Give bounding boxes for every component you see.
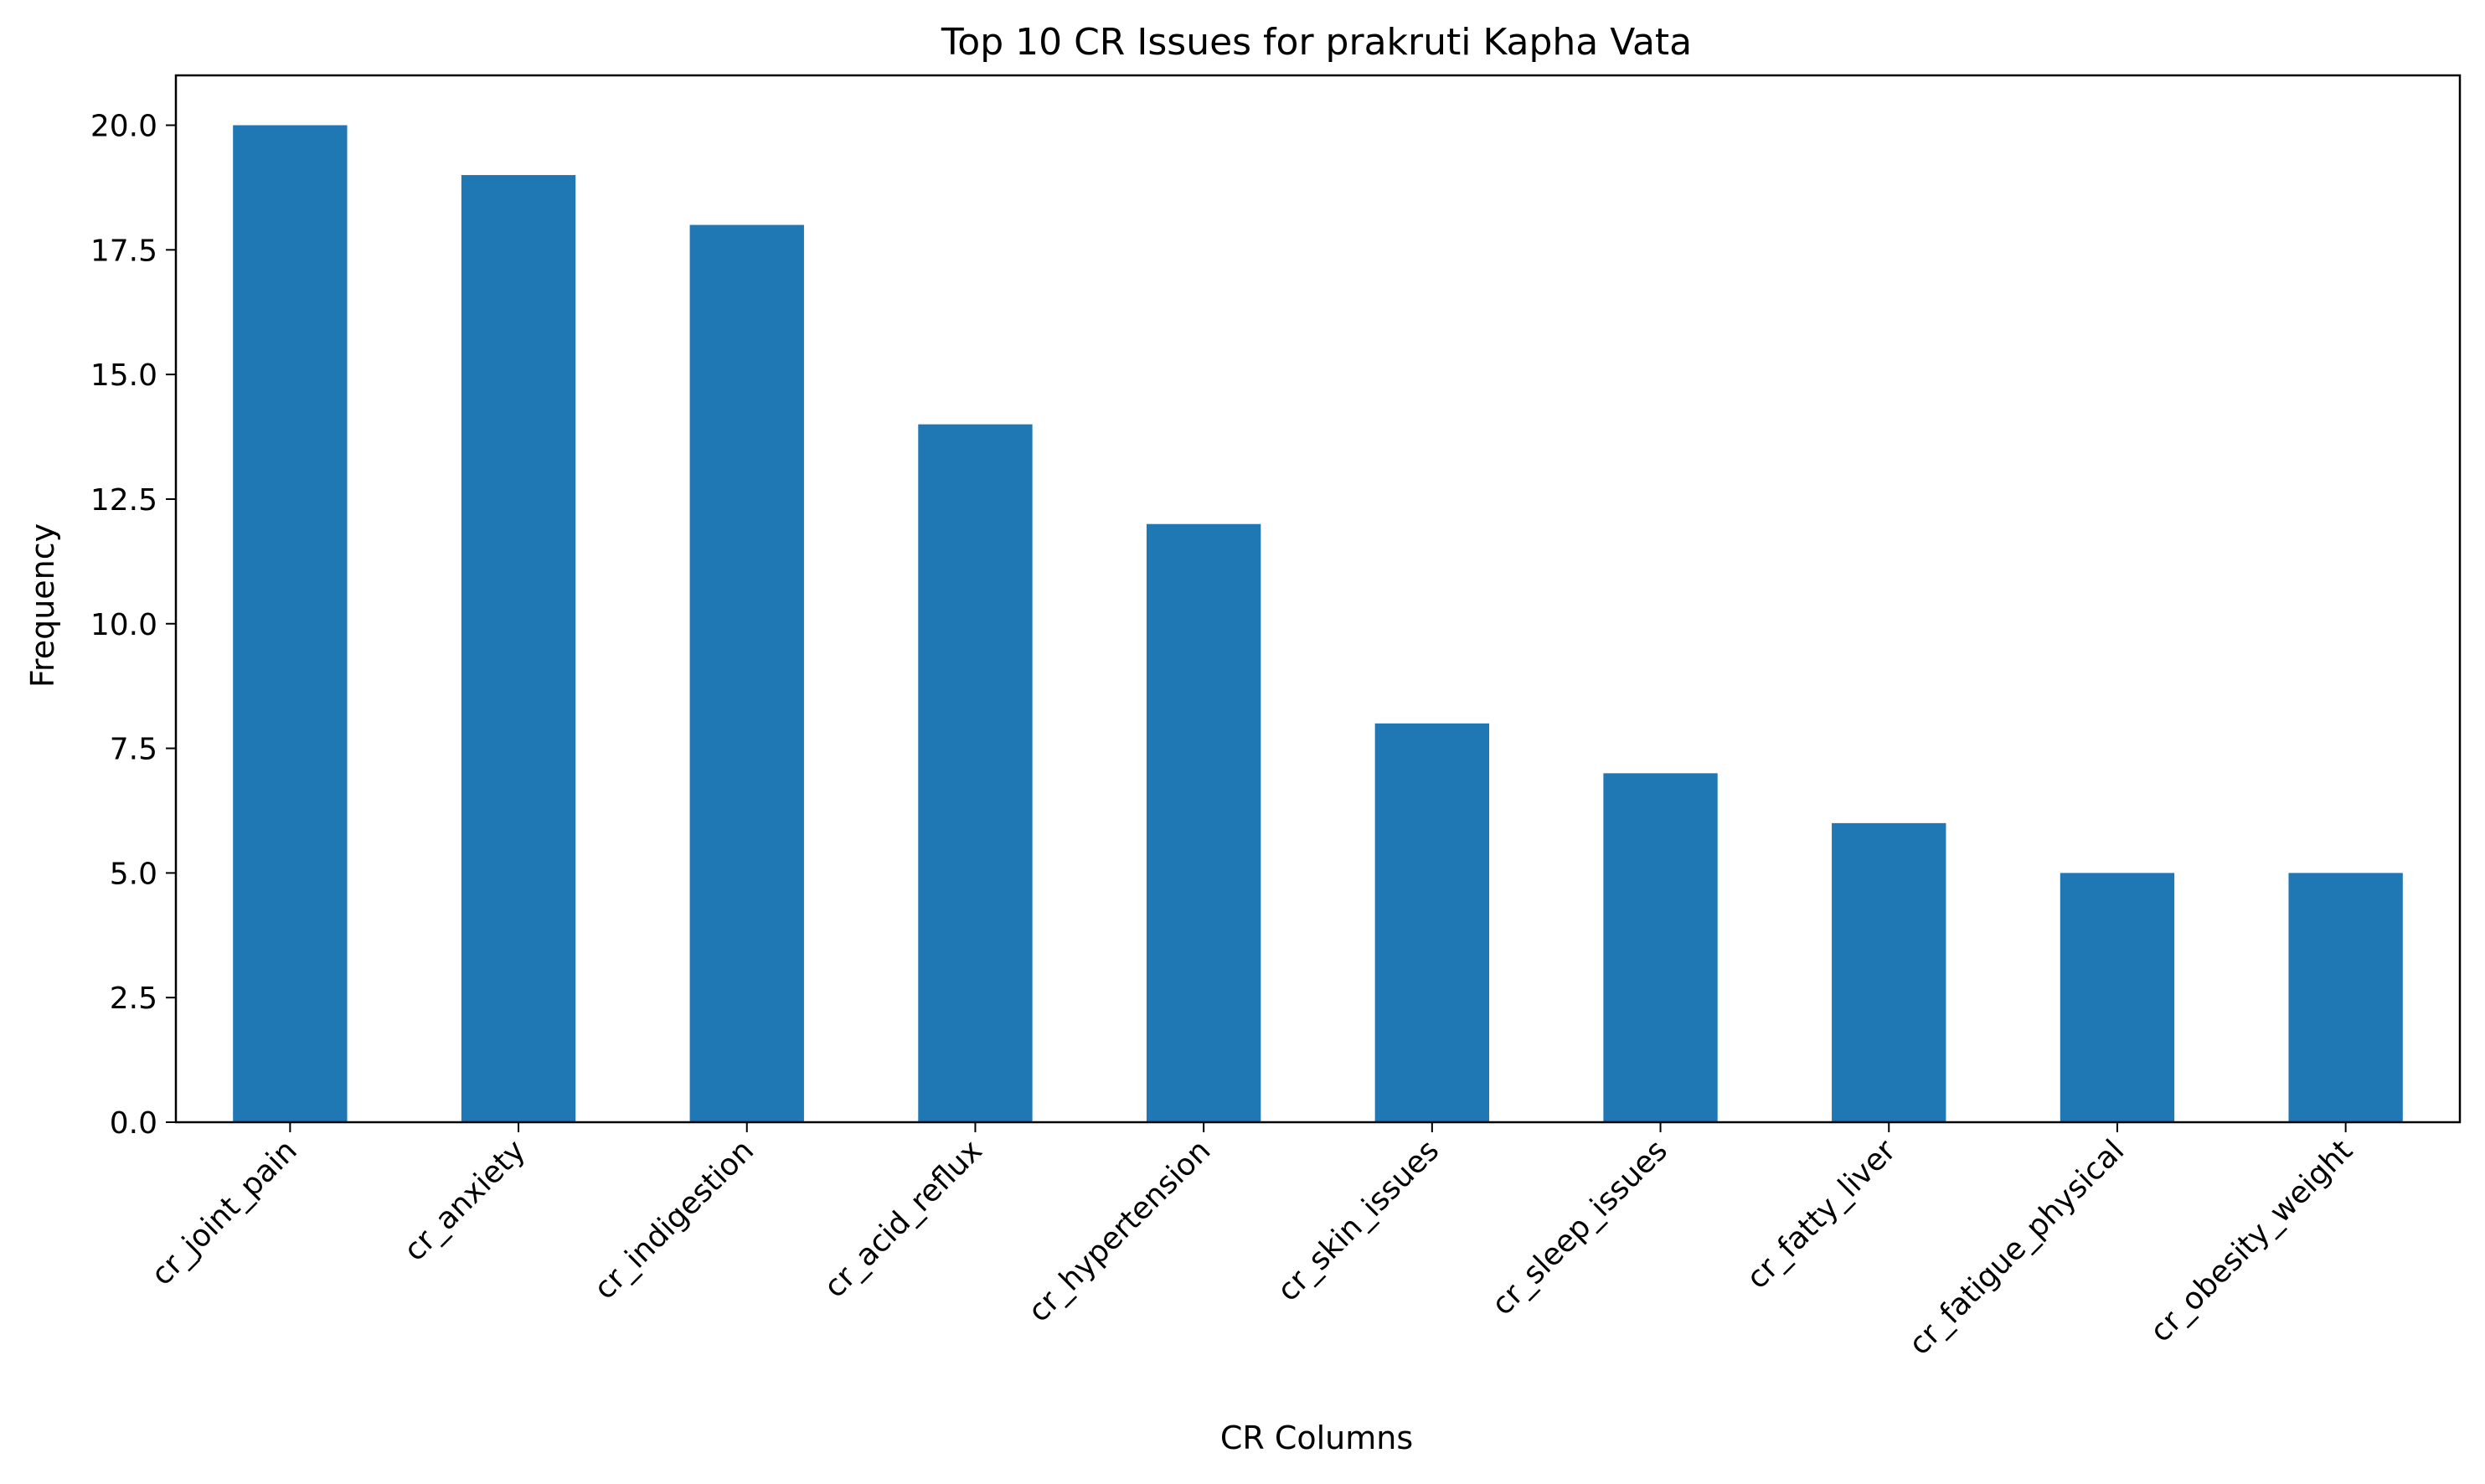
x-axis-label: CR Columns: [1220, 1420, 1413, 1456]
plot-frame: [174, 74, 2462, 1124]
bar-cr_joint_pain: [233, 125, 348, 1122]
y-tick-label: 10.0: [90, 608, 157, 642]
bar-cr_fatigue_physical: [2060, 873, 2175, 1122]
bar-cr_acid_reflux: [918, 424, 1033, 1123]
chart-title: Top 10 CR Issues for prakruti Kapha Vata: [941, 21, 1692, 64]
bar-cr_hypertension: [1146, 523, 1261, 1122]
y-tick-label: 20.0: [90, 110, 157, 144]
y-axis: 0.0 2.5 5.0 7.5 10.0 12.5 15.0 17.5 20.0: [90, 110, 176, 1141]
bar-cr_fatty_liver: [1832, 822, 1946, 1122]
bar-cr_sleep_issues: [1603, 773, 1718, 1122]
y-tick-label: 15.0: [90, 358, 157, 393]
bar-cr_anxiety: [461, 175, 576, 1123]
bar-cr_obesity_weight: [2288, 873, 2403, 1122]
bar-cr_indigestion: [689, 224, 804, 1123]
bar-cr_skin_issues: [1374, 723, 1490, 1122]
bars-group: [233, 125, 2403, 1123]
y-tick-label: 0.0: [110, 1106, 157, 1141]
y-tick-label: 7.5: [110, 733, 157, 767]
y-axis-label: Frequency: [24, 523, 61, 688]
y-tick-label: 5.0: [110, 857, 157, 891]
y-tick-label: 17.5: [90, 234, 157, 268]
y-tick-label: 2.5: [110, 982, 157, 1016]
y-tick-label: 12.5: [90, 483, 157, 518]
